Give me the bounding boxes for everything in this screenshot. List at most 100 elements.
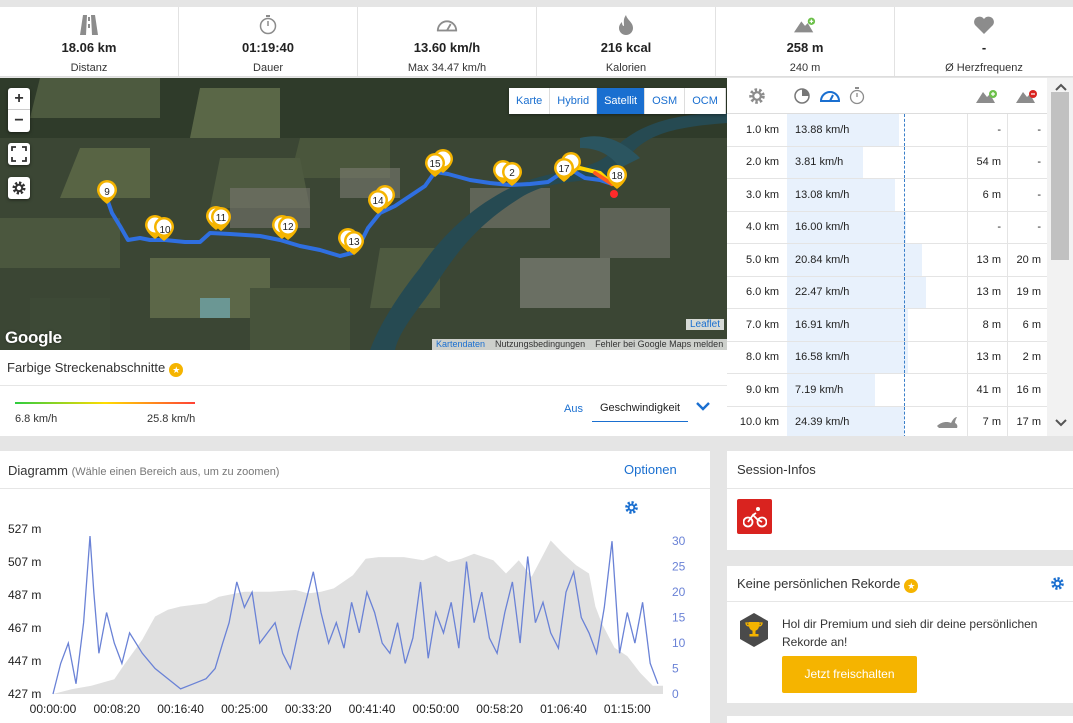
split-ascent: - <box>967 114 1007 146</box>
zoom-out-button[interactable]: − <box>14 112 24 129</box>
split-ascent: 7 m <box>967 406 1007 436</box>
splits-table: 1.0 km 13.88 km/h - -2.0 km 3.81 km/h 54 m -3.… <box>727 78 1073 436</box>
table-row[interactable]: 10.0 km 24.39 km/h 7 m 17 m <box>727 406 1073 436</box>
unlock-premium-button[interactable]: Jetzt freischalten <box>782 656 917 693</box>
x-tick-label: 00:16:40 <box>157 702 204 716</box>
split-speed-cell: 24.39 km/h <box>787 406 967 436</box>
layer-osm[interactable]: OSM <box>645 88 686 114</box>
average-speed-line <box>904 276 905 308</box>
map-attribution: Kartendaten Nutzungsbedingungen Fehler b… <box>432 339 728 350</box>
average-speed-line <box>904 244 905 276</box>
gear-icon[interactable] <box>1050 576 1065 591</box>
route-markers[interactable]: 9 10 11 12 13 14 15 2 17 18 <box>0 78 727 350</box>
elevation-speed-chart-panel: Diagramm (Wähle einen Bereich aus, um zu… <box>0 451 710 723</box>
zoom-in-button[interactable]: + <box>8 88 30 110</box>
y-left-tick-label: 527 m <box>8 522 41 536</box>
split-speed-cell: 7.19 km/h <box>787 374 967 406</box>
gear-icon <box>12 181 26 195</box>
attribution-link[interactable]: Fehler bei Google Maps melden <box>595 339 724 349</box>
google-logo: Google <box>5 328 62 347</box>
x-tick-label: 00:50:00 <box>412 702 459 716</box>
y-right-tick-label: 25 <box>672 560 686 574</box>
split-speed-bar <box>787 341 908 373</box>
mountain-up-icon <box>794 15 816 35</box>
table-row[interactable]: 4.0 km 16.00 km/h - - <box>727 211 1073 244</box>
records-header: Keine persönlichen Rekorde ★ <box>727 566 1073 602</box>
split-descent: - <box>1007 211 1047 243</box>
split-speed: 24.39 km/h <box>795 416 850 429</box>
map-layer-switcher: Karte Hybrid Satellit OSM OCM <box>509 88 726 114</box>
table-row[interactable]: 1.0 km 13.88 km/h - - <box>727 114 1073 147</box>
stat-distance: 18.06 km Distanz <box>0 7 179 76</box>
leaflet-link[interactable]: Leaflet <box>686 319 725 330</box>
table-row[interactable]: 9.0 km 7.19 km/h 41 m 16 m <box>727 374 1073 407</box>
split-descent: 6 m <box>1007 309 1047 341</box>
stopwatch-icon[interactable] <box>849 86 865 105</box>
split-speed-bar <box>787 114 899 146</box>
table-row[interactable]: 3.0 km 13.08 km/h 6 m- <box>727 179 1073 212</box>
average-speed-line <box>904 406 905 436</box>
table-settings-button[interactable] <box>727 78 787 113</box>
scroll-down-icon[interactable] <box>1054 418 1068 428</box>
x-tick-label: 00:33:20 <box>285 702 332 716</box>
route-map[interactable]: 9 10 11 12 13 14 15 2 17 18 <box>0 78 727 350</box>
stat-value: 258 m <box>786 40 824 55</box>
stat-label: Ø Herzfrequenz <box>945 62 1023 74</box>
layer-hybrid[interactable]: Hybrid <box>550 88 598 114</box>
metric-tabs <box>787 78 867 113</box>
segments-title: Farbige Streckenabschnitte ★ <box>7 360 184 377</box>
scroll-up-icon[interactable] <box>1054 82 1068 92</box>
map-settings-button[interactable] <box>8 177 30 199</box>
layer-ocm[interactable]: OCM <box>685 88 726 114</box>
split-descent: - <box>1007 114 1047 146</box>
mountain-down-icon <box>1016 89 1037 103</box>
scrollbar-thumb[interactable] <box>1051 92 1069 260</box>
table-row[interactable]: 2.0 km 3.81 km/h 54 m- <box>727 146 1073 179</box>
segments-off-toggle[interactable]: Aus <box>564 403 583 415</box>
speedometer-icon[interactable] <box>819 87 841 105</box>
y-left-tick-label: 427 m <box>8 687 41 701</box>
premium-message: Hol dir Premium und sieh dir deine persö… <box>782 617 1038 649</box>
y-right-tick-label: 10 <box>672 636 686 650</box>
stopwatch-icon <box>257 15 279 35</box>
splits-body: 1.0 km 13.88 km/h - -2.0 km 3.81 km/h 54 m -3.… <box>727 114 1073 436</box>
split-speed-cell: 13.08 km/h <box>787 179 967 211</box>
fullscreen-button[interactable] <box>8 143 30 165</box>
split-speed-cell: 3.81 km/h <box>787 146 967 178</box>
split-distance: 8.0 km <box>745 351 779 364</box>
layer-karte[interactable]: Karte <box>509 88 551 114</box>
chevron-down-icon[interactable] <box>695 400 711 412</box>
stats-bar: 18.06 km Distanz 01:19:40 Dauer 13.60 km… <box>0 7 1073 77</box>
split-speed-bar <box>787 309 908 341</box>
flame-icon <box>615 15 637 35</box>
split-speed-bar <box>787 146 863 178</box>
premium-star-icon: ★ <box>904 579 919 593</box>
marker-label: 2 <box>509 168 515 179</box>
split-ascent: 54 m <box>967 146 1007 178</box>
table-row[interactable]: 6.0 km 22.47 km/h 13 m 19 m <box>727 276 1073 309</box>
marker-label: 10 <box>159 225 171 236</box>
options-button[interactable]: Optionen <box>624 462 677 514</box>
layer-satellit[interactable]: Satellit <box>597 88 646 114</box>
sport-type-badge[interactable] <box>737 499 772 534</box>
gear-icon <box>749 87 765 104</box>
diagram-hint: (Wähle einen Bereich aus, um zu zoomen) <box>71 466 280 478</box>
stat-speed: 13.60 km/h Max 34.47 km/h <box>358 7 537 76</box>
attribution-link[interactable]: Kartendaten <box>436 339 486 349</box>
table-row[interactable]: 5.0 km 20.84 km/h 13 m 20 m <box>727 244 1073 277</box>
attribution-link[interactable]: Nutzungsbedingungen <box>495 339 586 349</box>
x-tick-label: 01:15:00 <box>604 702 651 716</box>
split-speed-bar <box>787 406 904 436</box>
split-speed-cell: 16.91 km/h <box>787 309 967 341</box>
split-descent: 16 m <box>1007 374 1047 406</box>
elevation-speed-chart[interactable]: 527 m 507 m 487 m 467 m 447 m 427 m 30 25 20 15 10… <box>0 489 710 723</box>
split-distance: 1.0 km <box>745 123 779 136</box>
pace-icon[interactable] <box>793 87 811 105</box>
average-speed-line <box>904 374 905 406</box>
next-panel-edge <box>727 716 1073 723</box>
split-ascent: 8 m <box>967 309 1007 341</box>
segment-metric-select[interactable]: Geschwindigkeit <box>592 396 688 422</box>
header-spacer <box>867 78 967 113</box>
